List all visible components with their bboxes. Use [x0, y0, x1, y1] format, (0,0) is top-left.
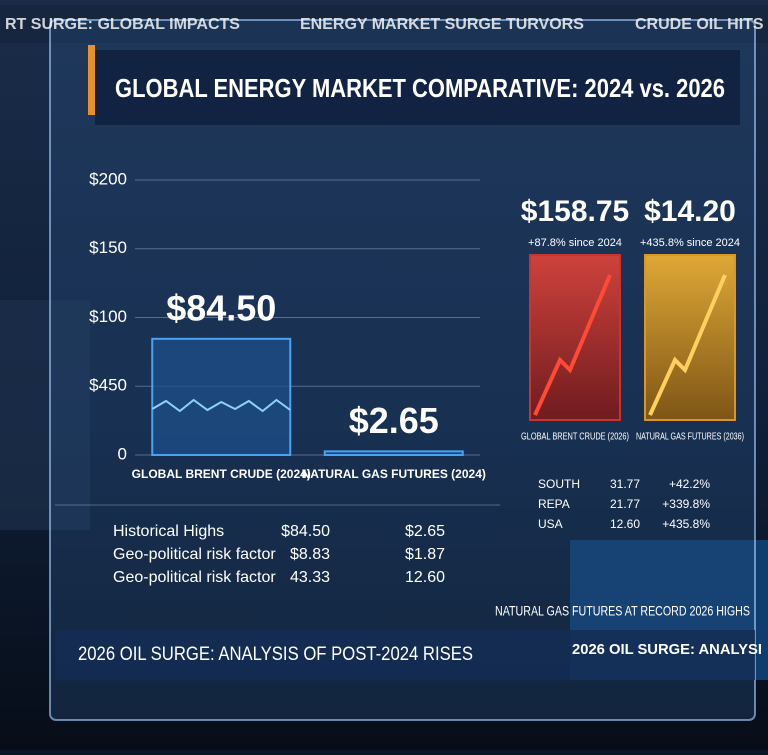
- bottom-ticker-band: [55, 630, 755, 680]
- value-label: $2.65: [349, 400, 439, 441]
- table-cell: Historical Highs: [113, 523, 224, 540]
- ticker-text: ENERGY MARKET SURGE TURVORS: [300, 16, 584, 33]
- bar: [151, 337, 292, 456]
- projection-change: +435.8% since 2024: [640, 237, 740, 249]
- table-cell: Geo-political risk factor: [113, 569, 276, 586]
- y-tick-label: $100: [89, 307, 127, 326]
- city-lights: [0, 300, 90, 530]
- value-label: $84.50: [166, 287, 276, 328]
- glass-panel: [49, 19, 756, 721]
- background-screen-text: 2026 OIL SURGE: ANALYSI: [572, 641, 762, 658]
- bar: [323, 450, 464, 457]
- region-cell: SOUTH: [538, 477, 580, 491]
- ticker-text: RT SURGE: GLOBAL IMPACTS: [5, 16, 240, 33]
- projection-label: NATURAL GAS FUTURES (2036): [636, 432, 744, 443]
- region-cell: 12.60: [610, 517, 640, 531]
- table-cell: 43.33: [290, 569, 330, 586]
- sparkline: [151, 398, 291, 413]
- ticker-text: CRUDE OIL HITS R: [635, 16, 768, 33]
- trend-arrow: [648, 274, 727, 416]
- projection-change: +87.8% since 2024: [528, 237, 622, 249]
- y-tick-label: $200: [89, 169, 127, 188]
- bottom-ticker-text: 2026 OIL SURGE: ANALYSIS OF POST-2024 RI…: [78, 644, 473, 665]
- table-cell: $2.65: [405, 523, 445, 540]
- projection-value: $14.20: [644, 195, 736, 228]
- projection-value: $158.75: [521, 195, 629, 228]
- region-cell: +435.8%: [662, 517, 710, 531]
- title-box: [95, 50, 740, 125]
- x-tick-label: NATURAL GAS FUTURES (2024): [302, 467, 486, 481]
- y-tick-label: $150: [89, 238, 127, 257]
- x-tick-label: GLOBAL BRENT CRUDE (2024): [132, 467, 311, 481]
- region-cell: 31.77: [610, 477, 640, 491]
- y-tick-label: 0: [118, 444, 127, 463]
- region-cell: +339.8%: [662, 497, 710, 511]
- region-cell: 21.77: [610, 497, 640, 511]
- chart-title: GLOBAL ENERGY MARKET COMPARATIVE: 2024 v…: [115, 73, 725, 103]
- region-cell: USA: [538, 517, 563, 531]
- table-cell: $84.50: [281, 523, 330, 540]
- trend-arrow: [533, 274, 612, 416]
- top-ticker-band: [0, 5, 768, 43]
- title-accent: [88, 45, 95, 115]
- y-tick-label: $450: [89, 376, 127, 395]
- bottom-ticker-text: NATURAL GAS FUTURES AT RECORD 2026 HIGHS: [495, 603, 750, 619]
- table-cell: $1.87: [405, 546, 445, 563]
- projection-label: GLOBAL BRENT CRUDE (2026): [521, 432, 629, 443]
- region-cell: REPA: [538, 497, 570, 511]
- table-cell: Geo-political risk factor: [113, 546, 276, 563]
- table-cell: $8.83: [290, 546, 330, 563]
- table-cell: 12.60: [405, 569, 445, 586]
- region-cell: +42.2%: [669, 477, 710, 491]
